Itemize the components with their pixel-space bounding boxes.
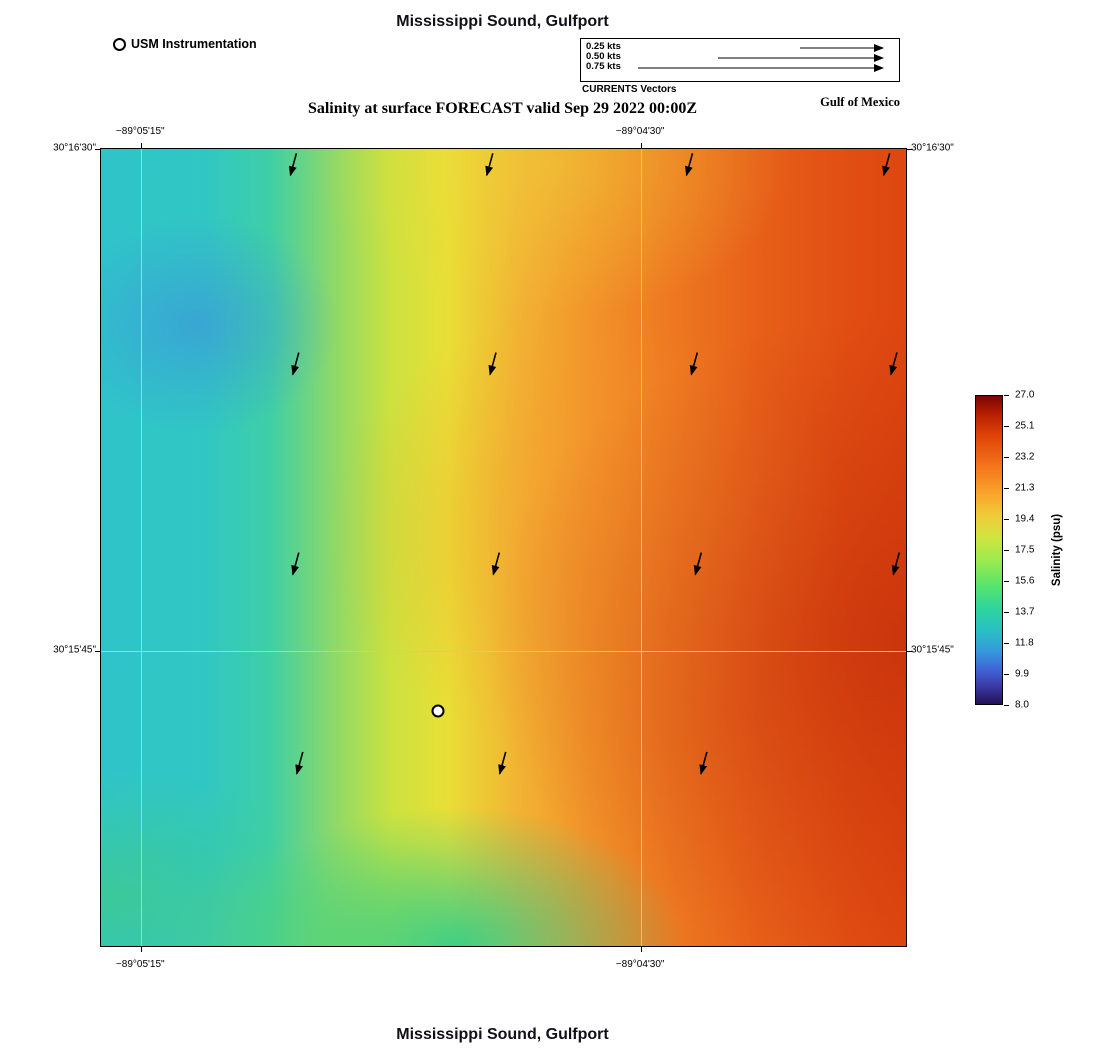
currents-speed-arrow — [718, 54, 884, 62]
currents-legend-title: CURRENTS Vectors — [582, 84, 677, 95]
salinity-map — [95, 143, 912, 952]
lon-tick — [641, 143, 643, 148]
colorbar-tick-label: 17.5 — [1015, 544, 1035, 556]
lon-gridline — [141, 149, 143, 946]
colorbar-tick — [1004, 550, 1009, 551]
station-circle-icon — [113, 37, 126, 51]
station-legend: USM Instrumentation — [113, 37, 257, 51]
page-title: Mississippi Sound, Gulfport — [396, 13, 609, 30]
colorbar-tick — [1004, 674, 1009, 675]
lat-tick — [907, 149, 912, 150]
currents-legend-box: 0.25 kts 0.50 kts 0.75 kts — [580, 38, 900, 82]
colorbar-tick-label: 15.6 — [1015, 575, 1035, 587]
lon-tick — [141, 143, 143, 148]
colorbar-tick — [1004, 612, 1009, 613]
colorbar-label: Salinity (psu) — [1051, 513, 1063, 587]
colorbar-tick — [1004, 395, 1009, 396]
lat-tick-label: 30°15'45" — [911, 644, 954, 656]
lat-tick — [95, 651, 100, 653]
lat-tick-label: 30°16'30" — [53, 142, 96, 154]
footer-title: Mississippi Sound, Gulfport — [396, 1026, 609, 1043]
colorbar-tick — [1004, 457, 1009, 458]
colorbar-tick — [1004, 705, 1009, 706]
lat-gridline — [101, 651, 906, 653]
currents-speed-arrow — [800, 44, 884, 52]
currents-speed-label: 0.50 kts — [586, 51, 621, 62]
lon-tick-label: −89°04'30" — [615, 126, 665, 137]
colorbar-tick-label: 25.1 — [1015, 420, 1035, 432]
colorbar-tick-label: 21.3 — [1015, 482, 1035, 494]
colorbar-tick-label: 8.0 — [1015, 699, 1029, 711]
lon-tick-label: −89°04'30" — [615, 959, 665, 970]
usm-station-marker — [431, 704, 445, 718]
lon-tick — [141, 947, 143, 952]
station-legend-label: USM Instrumentation — [131, 37, 257, 51]
region-label: Gulf of Mexico — [820, 95, 900, 109]
colorbar-tick-label: 13.7 — [1015, 606, 1035, 618]
currents-speed-label: 0.75 kts — [586, 61, 621, 72]
lat-tick-label: 30°15'45" — [53, 644, 96, 656]
colorbar-gradient — [975, 395, 1003, 705]
colorbar-tick-label: 19.4 — [1015, 513, 1035, 525]
lat-tick-label: 30°16'30" — [911, 142, 954, 154]
lat-tick — [95, 149, 100, 150]
currents-speed-arrow — [638, 64, 884, 72]
currents-speed-label: 0.25 kts — [586, 41, 621, 52]
colorbar-tick-label: 27.0 — [1015, 389, 1035, 401]
lat-tick — [907, 651, 912, 653]
lon-gridline — [641, 149, 643, 946]
colorbar-tick-label: 23.2 — [1015, 451, 1035, 463]
chart-title: Salinity at surface FORECAST valid Sep 2… — [307, 100, 698, 117]
colorbar-tick — [1004, 581, 1009, 582]
colorbar-tick — [1004, 643, 1009, 644]
colorbar-tick-label: 9.9 — [1015, 668, 1029, 680]
colorbar-tick — [1004, 426, 1009, 427]
colorbar-tick-label: 11.8 — [1015, 637, 1034, 649]
lon-tick-label: −89°05'15" — [115, 959, 165, 970]
salinity-field — [101, 149, 906, 946]
lon-tick — [641, 947, 643, 952]
lon-tick-label: −89°05'15" — [115, 126, 165, 137]
colorbar-tick — [1004, 488, 1009, 489]
colorbar-tick — [1004, 519, 1009, 520]
colorbar: 27.0 25.1 23.2 21.3 19.4 17.5 15.6 13.7 11.8 9.9 8… — [975, 390, 1100, 711]
